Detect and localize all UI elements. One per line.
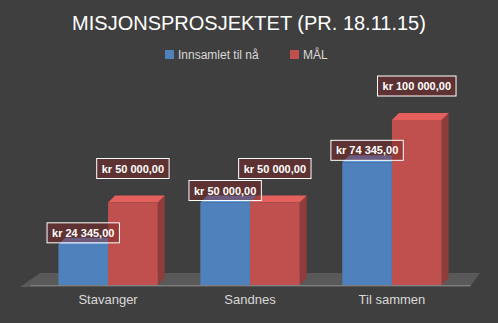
legend-swatch (290, 50, 299, 59)
bar-3d (200, 196, 257, 286)
chart: MISJONSPROSJEKTET (PR. 18.11.15) Innsamle… (0, 0, 498, 323)
label-text: kr 50 000,00 (244, 163, 306, 175)
bar-side (300, 196, 307, 286)
legend-swatch (165, 50, 174, 59)
bar-side (442, 113, 449, 285)
label-box (189, 181, 261, 201)
data-label: kr 50 000,00 (239, 159, 311, 179)
label-text: kr 24 345,00 (52, 227, 114, 239)
bar (342, 162, 392, 285)
bar (58, 245, 108, 285)
label-box (378, 76, 457, 96)
bar-top (108, 196, 165, 203)
data-labels: kr 24 345,00 kr 50 000,00 kr 74 345,00 kr 5… (47, 76, 456, 243)
tick: Stavanger (78, 285, 138, 307)
tick-label: Til sammen (359, 292, 426, 307)
data-label: kr 74 345,00 (331, 140, 403, 160)
data-label: kr 100 000,00 (378, 76, 457, 96)
bar-3d (392, 113, 449, 285)
legend-label: Innsamlet til nå (178, 48, 259, 62)
bar (108, 203, 158, 286)
data-label: kr 50 000,00 (97, 159, 169, 179)
label-box (47, 223, 119, 243)
label-text: kr 74 345,00 (336, 144, 398, 156)
bar (200, 203, 250, 286)
bar-top (392, 113, 449, 120)
label-text: kr 100 000,00 (383, 80, 452, 92)
bar-side (158, 196, 165, 286)
bar (250, 203, 300, 286)
bar-3d (250, 196, 307, 286)
tick-label: Stavanger (78, 292, 138, 307)
legend-label: MÅL (303, 47, 328, 62)
tick: Sandnes (224, 285, 276, 307)
title: MISJONSPROSJEKTET (PR. 18.11.15) (72, 12, 426, 34)
tick: Til sammen (359, 285, 426, 307)
label-text: kr 50 000,00 (102, 163, 164, 175)
data-label: kr 24 345,00 (47, 223, 119, 243)
axis-line (31, 285, 471, 286)
legend: Innsamlet til nå MÅL (165, 47, 328, 62)
bar-3d (58, 238, 115, 285)
background (0, 0, 498, 323)
tick-label: Sandnes (224, 292, 276, 307)
bar-3d (342, 155, 399, 285)
label-box (97, 159, 169, 179)
label-box (331, 140, 403, 160)
x-axis: Stavanger Sandnes Til sammen (31, 285, 471, 307)
data-label: kr 50 000,00 (189, 181, 261, 201)
bars (58, 113, 448, 285)
label-text: kr 50 000,00 (194, 185, 256, 197)
label-box (239, 159, 311, 179)
